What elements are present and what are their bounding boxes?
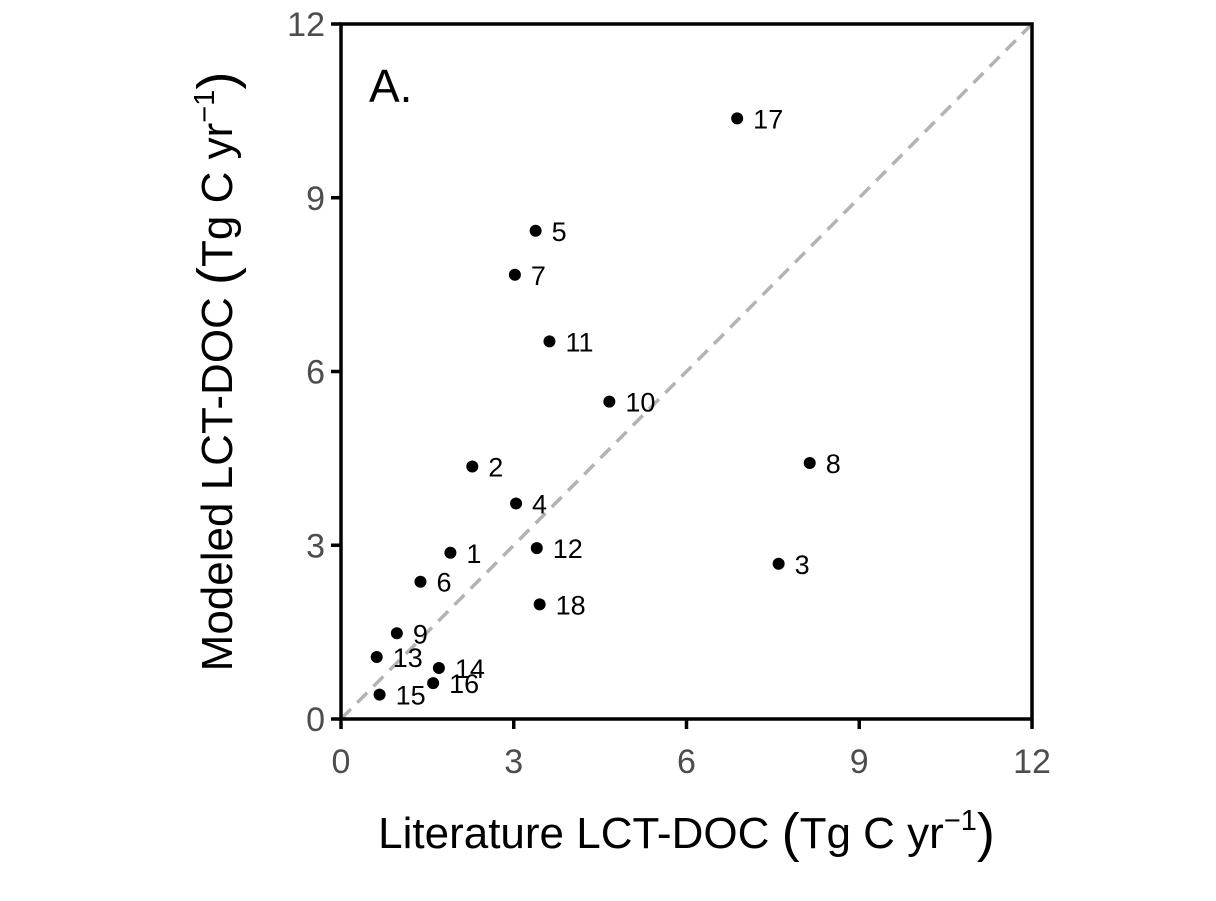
point-label-9: 9 — [413, 619, 428, 649]
point-label-6: 6 — [436, 568, 451, 598]
x-tick-label: 0 — [332, 743, 351, 781]
data-point-18 — [533, 598, 546, 611]
y-axis-ticks: 0 3 6 9 12 — [287, 6, 341, 739]
point-label-12: 12 — [553, 534, 583, 564]
point-label-10: 10 — [625, 388, 655, 418]
point-label-15: 15 — [396, 681, 426, 711]
x-tick-label: 9 — [850, 743, 869, 781]
one-to-one-line — [339, 22, 1034, 721]
data-point-6 — [414, 575, 427, 588]
y-tick-label: 6 — [306, 354, 325, 392]
point-label-7: 7 — [531, 261, 546, 291]
y-axis-title-superscript: −1 — [189, 90, 221, 123]
point-label-2: 2 — [488, 452, 503, 482]
point-label-3: 3 — [795, 550, 810, 580]
y-tick-label: 9 — [306, 180, 325, 218]
data-point-11 — [543, 335, 556, 348]
point-label-13: 13 — [393, 643, 423, 673]
data-point-15 — [373, 688, 386, 701]
x-axis-title: Literature LCT-DOC (Tg C yr−1) — [378, 803, 995, 863]
y-tick-label: 0 — [306, 701, 325, 739]
point-label-8: 8 — [826, 449, 841, 479]
point-label-11: 11 — [565, 327, 593, 357]
x-tick-label: 6 — [677, 743, 696, 781]
data-point-10 — [603, 395, 616, 408]
point-label-18: 18 — [556, 590, 586, 620]
y-axis-title: Modeled LCT-DOC (Tg C yr−1) — [187, 72, 247, 672]
data-point-13 — [370, 651, 383, 664]
y-axis-title-paren-open: ( — [187, 267, 247, 285]
point-label-5: 5 — [552, 217, 567, 247]
panel-label: A. — [369, 60, 412, 112]
data-point-7 — [508, 268, 521, 281]
point-label-14: 14 — [455, 654, 485, 684]
y-axis-title-paren-close: ) — [187, 72, 247, 90]
x-axis-title-paren-open: ( — [782, 803, 800, 863]
point-label-17: 17 — [753, 104, 783, 134]
y-axis-title-unit: Tg C yr — [193, 123, 242, 267]
x-axis-title-unit: Tg C yr — [800, 809, 944, 858]
data-point-5 — [529, 224, 542, 237]
y-axis-title-main: Modeled LCT-DOC — [193, 285, 242, 671]
data-point-4 — [510, 497, 523, 510]
x-tick-label: 3 — [504, 743, 523, 781]
x-tick-label: 12 — [1013, 743, 1051, 781]
y-tick-label: 3 — [306, 527, 325, 565]
points-layer — [370, 112, 816, 701]
data-point-14 — [432, 662, 445, 675]
data-point-1 — [444, 546, 457, 559]
data-point-12 — [530, 542, 543, 555]
data-point-16 — [427, 677, 440, 690]
x-axis-title-superscript: −1 — [944, 805, 977, 837]
x-axis-ticks: 0 3 6 9 12 — [332, 719, 1051, 781]
point-label-4: 4 — [532, 490, 547, 520]
reference-line-layer — [339, 22, 1034, 721]
x-axis-title-paren-close: ) — [977, 803, 995, 863]
point-label-16: 16 — [449, 669, 479, 699]
data-point-9 — [390, 627, 403, 640]
data-point-2 — [466, 460, 479, 473]
data-point-8 — [803, 457, 816, 470]
data-point-3 — [772, 557, 785, 570]
x-axis-title-main: Literature LCT-DOC — [378, 809, 781, 858]
y-tick-label: 12 — [287, 6, 325, 44]
point-label-1: 1 — [466, 539, 481, 569]
data-point-17 — [731, 112, 744, 125]
